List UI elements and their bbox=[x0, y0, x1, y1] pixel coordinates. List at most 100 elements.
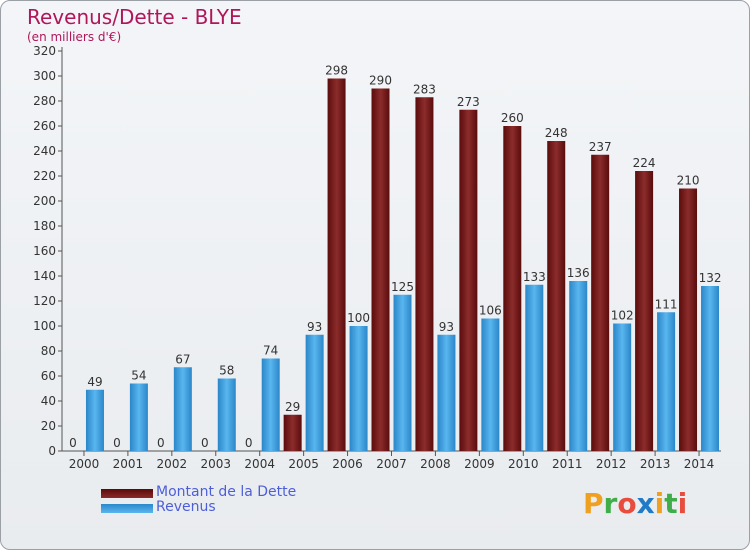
bar-debt bbox=[327, 78, 346, 451]
data-label-debt: 29 bbox=[285, 400, 300, 414]
logo-letter: P bbox=[583, 487, 604, 520]
bar-debt bbox=[591, 154, 610, 451]
legend-item-debt: Montant de la Dette bbox=[101, 484, 361, 501]
data-label-revenue: 106 bbox=[479, 304, 502, 318]
x-tick-label: 2001 bbox=[113, 457, 144, 471]
legend-swatch-debt bbox=[101, 489, 153, 498]
y-tick-label: 280 bbox=[33, 94, 56, 108]
logo-letter: i bbox=[654, 487, 665, 520]
data-label-revenue: 125 bbox=[391, 280, 414, 294]
data-label-revenue: 100 bbox=[347, 311, 370, 325]
bar-debt bbox=[283, 414, 302, 451]
legend-swatch-revenue bbox=[101, 504, 153, 513]
data-label-debt: 298 bbox=[325, 64, 348, 78]
x-tick-label: 2003 bbox=[200, 457, 231, 471]
bar-revenue bbox=[393, 294, 412, 451]
bar-debt bbox=[415, 97, 434, 451]
bar-revenue bbox=[525, 284, 544, 451]
x-tick-label: 2011 bbox=[552, 457, 583, 471]
y-tick-label: 240 bbox=[33, 144, 56, 158]
y-tick-label: 100 bbox=[33, 319, 56, 333]
bar-revenue bbox=[261, 358, 280, 451]
logo-letter: x bbox=[636, 487, 655, 520]
x-tick-label: 2012 bbox=[596, 457, 627, 471]
y-tick-label: 180 bbox=[33, 219, 56, 233]
data-label-debt: 290 bbox=[369, 74, 392, 88]
data-label-debt: 224 bbox=[633, 156, 656, 170]
data-label-revenue: 132 bbox=[699, 271, 722, 285]
data-label-revenue: 136 bbox=[567, 266, 590, 280]
bar-debt bbox=[635, 171, 654, 451]
logo-letter: t bbox=[664, 487, 678, 520]
legend-label-debt: Montant de la Dette bbox=[156, 484, 297, 500]
data-label-revenue: 93 bbox=[307, 320, 322, 334]
data-label-debt: 0 bbox=[245, 436, 253, 450]
bar-revenue bbox=[217, 378, 236, 451]
data-label-debt: 0 bbox=[69, 436, 77, 450]
chart-title: Revenus/Dette - BLYE bbox=[27, 5, 242, 29]
bar-debt bbox=[547, 141, 566, 451]
x-tick-label: 2008 bbox=[420, 457, 451, 471]
x-tick-label: 2010 bbox=[508, 457, 539, 471]
y-tick-label: 60 bbox=[41, 369, 56, 383]
bar-revenue bbox=[305, 334, 324, 451]
y-tick-label: 320 bbox=[33, 44, 56, 58]
data-label-revenue: 49 bbox=[87, 375, 102, 389]
bar-revenue bbox=[349, 326, 368, 451]
bar-revenue bbox=[701, 286, 720, 451]
data-label-debt: 0 bbox=[113, 436, 121, 450]
x-tick-label: 2004 bbox=[244, 457, 275, 471]
x-tick-label: 2006 bbox=[332, 457, 363, 471]
data-label-debt: 260 bbox=[501, 111, 524, 125]
data-label-revenue: 67 bbox=[175, 352, 190, 366]
legend-item-revenue: Revenus bbox=[101, 499, 361, 516]
y-tick-label: 220 bbox=[33, 169, 56, 183]
logo-letter: o bbox=[617, 487, 637, 520]
y-tick-label: 200 bbox=[33, 194, 56, 208]
y-tick-label: 80 bbox=[41, 344, 56, 358]
y-tick-label: 300 bbox=[33, 69, 56, 83]
chart-subtitle: (en milliers d'€) bbox=[27, 30, 122, 44]
bar-debt bbox=[679, 188, 698, 451]
logo-letter: i bbox=[677, 487, 688, 520]
data-label-revenue: 111 bbox=[655, 297, 678, 311]
legend-label-revenue: Revenus bbox=[156, 499, 216, 515]
x-tick-label: 2002 bbox=[157, 457, 188, 471]
data-label-revenue: 54 bbox=[131, 369, 146, 383]
data-label-debt: 237 bbox=[589, 140, 612, 154]
x-tick-label: 2005 bbox=[288, 457, 319, 471]
data-label-debt: 0 bbox=[201, 436, 209, 450]
bar-debt bbox=[503, 126, 522, 451]
bar-revenue bbox=[569, 281, 588, 451]
bar-revenue bbox=[129, 383, 148, 451]
data-label-debt: 283 bbox=[413, 82, 436, 96]
x-tick-label: 2014 bbox=[684, 457, 715, 471]
bar-revenue bbox=[657, 312, 676, 451]
bar-revenue bbox=[437, 334, 456, 451]
y-tick-label: 20 bbox=[41, 419, 56, 433]
bar-debt bbox=[459, 109, 478, 451]
x-tick-label: 2007 bbox=[376, 457, 407, 471]
y-tick-label: 140 bbox=[33, 269, 56, 283]
y-tick-label: 260 bbox=[33, 119, 56, 133]
data-label-revenue: 133 bbox=[523, 270, 546, 284]
x-tick-label: 2000 bbox=[69, 457, 100, 471]
y-tick-label: 0 bbox=[48, 444, 56, 458]
x-tick-label: 2013 bbox=[640, 457, 671, 471]
bar-revenue bbox=[481, 318, 500, 451]
data-label-revenue: 93 bbox=[439, 320, 454, 334]
data-label-revenue: 74 bbox=[263, 344, 278, 358]
bar-debt bbox=[371, 88, 390, 451]
proxiti-logo: Proxiti bbox=[583, 487, 687, 520]
bar-revenue bbox=[173, 367, 192, 451]
bar-revenue bbox=[85, 389, 104, 451]
data-label-debt: 273 bbox=[457, 95, 480, 109]
logo-letter: r bbox=[603, 487, 618, 520]
data-label-debt: 210 bbox=[677, 174, 700, 188]
data-label-debt: 248 bbox=[545, 126, 568, 140]
y-tick-label: 160 bbox=[33, 244, 56, 258]
data-label-debt: 0 bbox=[157, 436, 165, 450]
data-label-revenue: 58 bbox=[219, 364, 234, 378]
